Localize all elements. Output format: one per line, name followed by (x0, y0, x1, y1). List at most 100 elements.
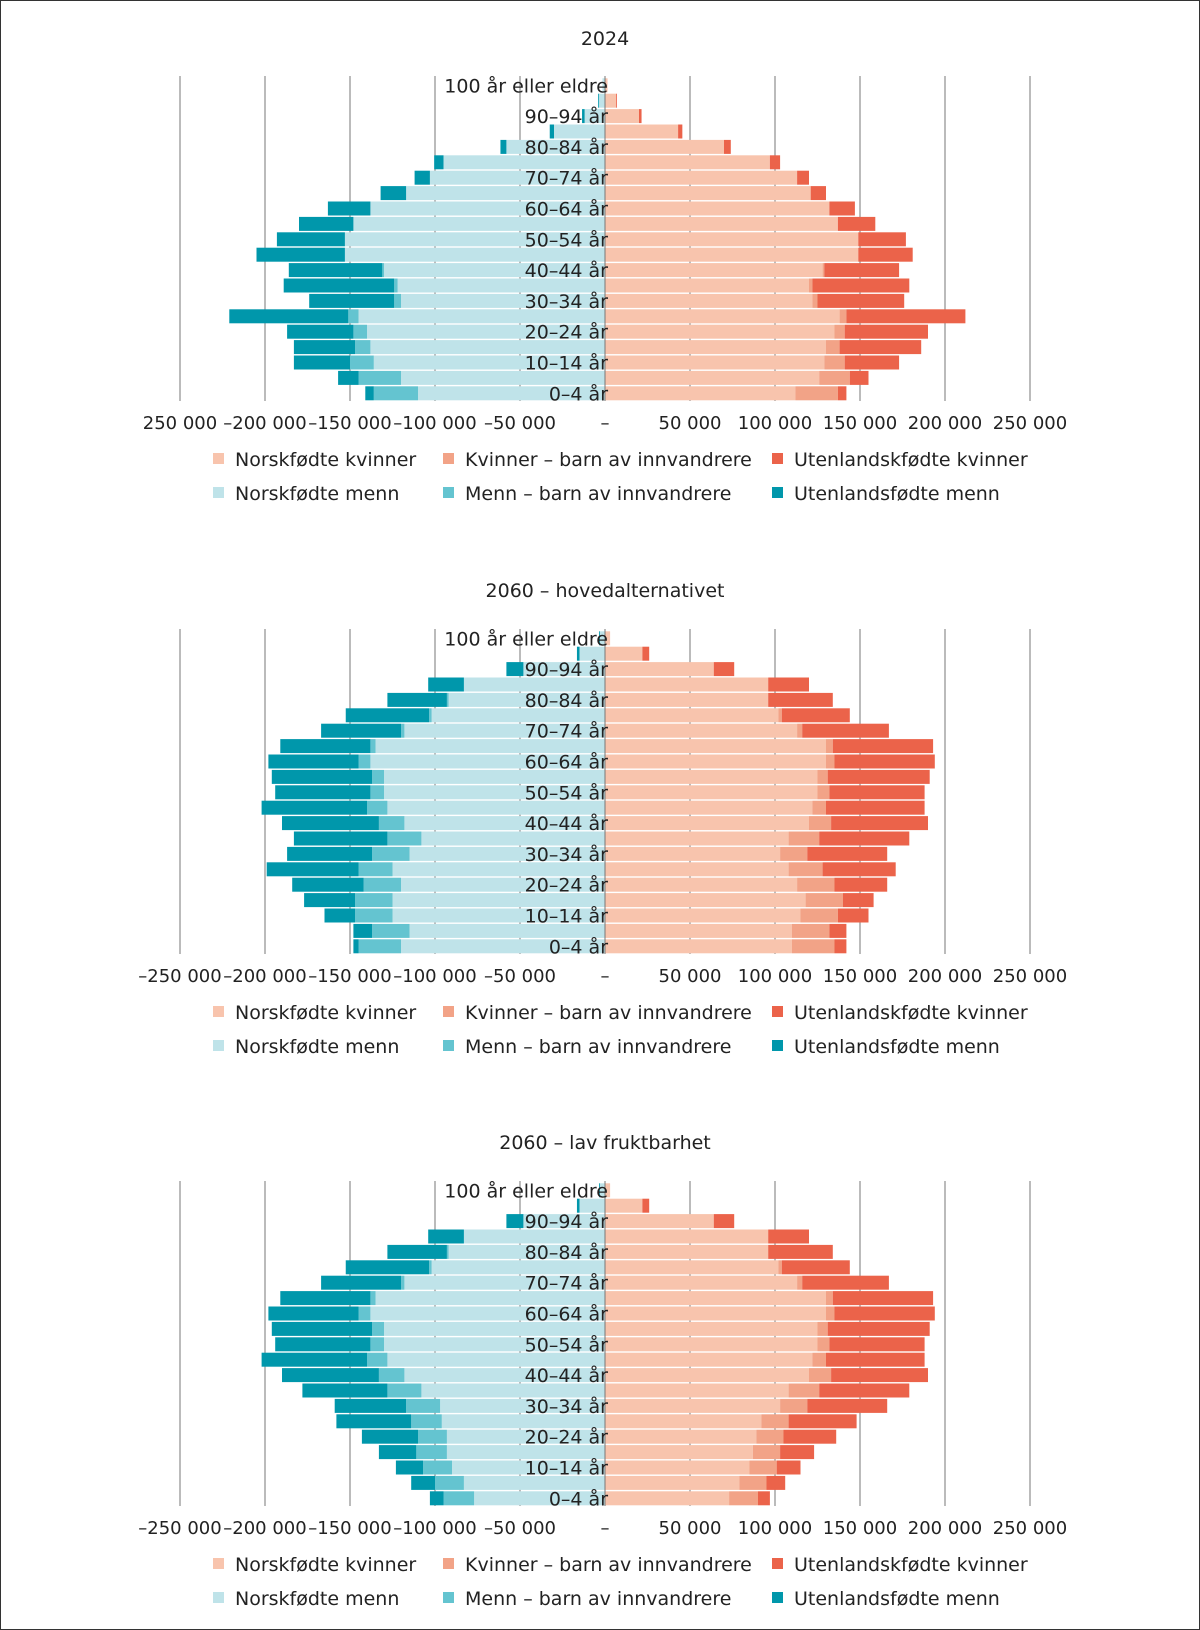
bar-norskfodte-menn (429, 170, 605, 185)
bar-utenlandsfodte-menn (299, 216, 354, 231)
bar-utenlandsfodte-kvinner (837, 386, 847, 401)
bar-utenlandsfodte-kvinner (827, 1321, 930, 1336)
legend-swatch (443, 1006, 454, 1017)
bar-norskfodte-kvinner (605, 739, 826, 754)
bar-kvinner-barn-av-innvandrere (812, 800, 826, 815)
bar-norskfodte-menn (421, 1383, 605, 1398)
x-tick-label: –150 000 (308, 966, 391, 987)
bar-norskfodte-kvinner (605, 124, 679, 139)
bar-utenlandsfodte-menn (302, 1383, 388, 1398)
bar-norskfodte-menn (448, 1244, 605, 1259)
bar-norskfodte-menn (599, 631, 605, 646)
age-label: 50–54 år (525, 1333, 609, 1356)
bar-utenlandsfodte-menn (599, 1183, 600, 1198)
bar-kvinner-barn-av-innvandrere (761, 1414, 789, 1429)
legend-label: Utenlandskfødte kvinner (794, 1554, 1028, 1576)
bar-menn-barn-av-innvandrere (355, 340, 371, 355)
bar-utenlandsfodte-menn (336, 1414, 412, 1429)
bar-utenlandsfodte-menn (361, 1429, 418, 1444)
bar-norskfodte-kvinner (605, 355, 825, 370)
bar-norskfodte-menn (446, 1429, 605, 1444)
chart-title: 2060 – lav fruktbarhet (499, 1132, 711, 1154)
bar-norskfodte-kvinner (605, 785, 818, 800)
x-tick-label: –100 000 (393, 413, 476, 434)
bar-norskfodte-menn (392, 893, 605, 908)
bar-utenlandsfodte-kvinner (642, 1198, 650, 1213)
bar-norskfodte-menn (474, 1491, 605, 1506)
bar-utenlandsfodte-kvinner (781, 1260, 850, 1275)
bar-utenlandsfodte-menn (309, 293, 395, 308)
age-label: 50–54 år (525, 228, 609, 251)
x-tick-label: –250 000 (138, 966, 221, 987)
bar-utenlandsfodte-kvinner (844, 324, 928, 339)
bar-menn-barn-av-innvandrere (378, 1368, 405, 1383)
bar-kvinner-barn-av-innvandrere (817, 785, 830, 800)
legend-item-utenlandsfodte-kvinner: Utenlandskfødte kvinner (772, 1554, 1028, 1576)
bar-utenlandsfodte-menn (549, 124, 554, 139)
bar-utenlandsfodte-kvinner (827, 769, 930, 784)
x-tick-label: – (601, 966, 610, 987)
x-tick-label: 150 000 (823, 966, 897, 987)
bar-norskfodte-menn (387, 1352, 605, 1367)
bar-utenlandsfodte-menn (582, 109, 585, 124)
bar-norskfodte-menn (418, 386, 605, 401)
bar-utenlandsfodte-menn (345, 708, 430, 723)
bar-utenlandsfodte-menn (287, 324, 354, 339)
bar-menn-barn-av-innvandrere (363, 877, 401, 892)
age-label: 70–74 år (525, 167, 609, 190)
bar-utenlandsfodte-menn (387, 1244, 447, 1259)
x-tick-label: –250 000 (138, 1518, 221, 1539)
bar-utenlandsfodte-menn (288, 263, 383, 278)
bar-menn-barn-av-innvandrere (387, 831, 422, 846)
legend-item-kvinner-barn-av-innvandrere: Kvinner – barn av innvandrere (443, 1554, 752, 1576)
bar-norskfodte-kvinner (605, 139, 724, 154)
bar-norskfodte-kvinner (605, 1460, 750, 1475)
bar-norskfodte-kvinner (605, 232, 859, 247)
legend-label: Utenlandsfødte menn (794, 1588, 1000, 1610)
bar-menn-barn-av-innvandrere (373, 386, 418, 401)
bar-menn-barn-av-innvandrere (355, 893, 393, 908)
legend-item-utenlandsfodte-menn: Utenlandsfødte menn (772, 1036, 1000, 1058)
x-tick-label: –50 000 (484, 966, 556, 987)
bar-utenlandsfodte-kvinner (826, 1352, 925, 1367)
bar-menn-barn-av-innvandrere (370, 739, 376, 754)
bar-utenlandsfodte-kvinner (834, 754, 935, 769)
bar-norskfodte-kvinner (605, 93, 617, 108)
bar-norskfodte-kvinner (605, 201, 830, 216)
legend-label: Menn – barn av innvandrere (465, 483, 731, 505)
bar-norskfodte-menn (421, 831, 605, 846)
bar-norskfodte-menn (384, 1337, 605, 1352)
legend-item-norskfodte-menn: Norskfødte menn (213, 1588, 399, 1610)
bar-norskfodte-menn (523, 1214, 605, 1229)
bar-kvinner-barn-av-innvandrere (749, 1460, 777, 1475)
bar-utenlandsfodte-kvinner (724, 139, 731, 154)
bar-norskfodte-menn (463, 677, 605, 692)
bar-norskfodte-menn (370, 201, 605, 216)
bar-menn-barn-av-innvandrere (348, 309, 359, 324)
bar-kvinner-barn-av-innvandrere (797, 723, 803, 738)
bar-norskfodte-kvinner (605, 170, 798, 185)
bar-norskfodte-menn (392, 862, 605, 877)
x-tick-label: 150 000 (823, 1518, 897, 1539)
bar-utenlandsfodte-kvinner (713, 1214, 735, 1229)
legend-item-utenlandsfodte-kvinner: Utenlandskfødte kvinner (772, 1002, 1028, 1024)
bar-norskfodte-kvinner (605, 1368, 809, 1383)
bar-utenlandsfodte-menn (428, 677, 464, 692)
x-tick-label: 50 000 (659, 1518, 722, 1539)
bar-utenlandsfodte-menn (282, 816, 379, 831)
legend-label: Norskfødte kvinner (235, 1554, 416, 1576)
bar-utenlandsfodte-kvinner (822, 862, 896, 877)
bar-kvinner-barn-av-innvandrere (826, 739, 833, 754)
legend-item-menn-barn-av-innvandrere: Menn – barn av innvandrere (443, 483, 731, 505)
age-label: 10–14 år (525, 905, 609, 928)
bar-utenlandsfodte-kvinner (831, 816, 928, 831)
legend-item-norskfodte-kvinner: Norskfødte kvinner (213, 449, 416, 471)
legend-item-kvinner-barn-av-innvandrere: Kvinner – barn av innvandrere (443, 1002, 752, 1024)
bar-utenlandsfodte-kvinner (783, 1429, 837, 1444)
bar-menn-barn-av-innvandrere (429, 708, 432, 723)
bar-norskfodte-menn (392, 908, 605, 923)
legend-item-norskfodte-menn: Norskfødte menn (213, 483, 399, 505)
legend-item-utenlandsfodte-kvinner: Utenlandskfødte kvinner (772, 449, 1028, 471)
bar-norskfodte-menn (401, 293, 605, 308)
x-tick-label: –150 000 (308, 1518, 391, 1539)
